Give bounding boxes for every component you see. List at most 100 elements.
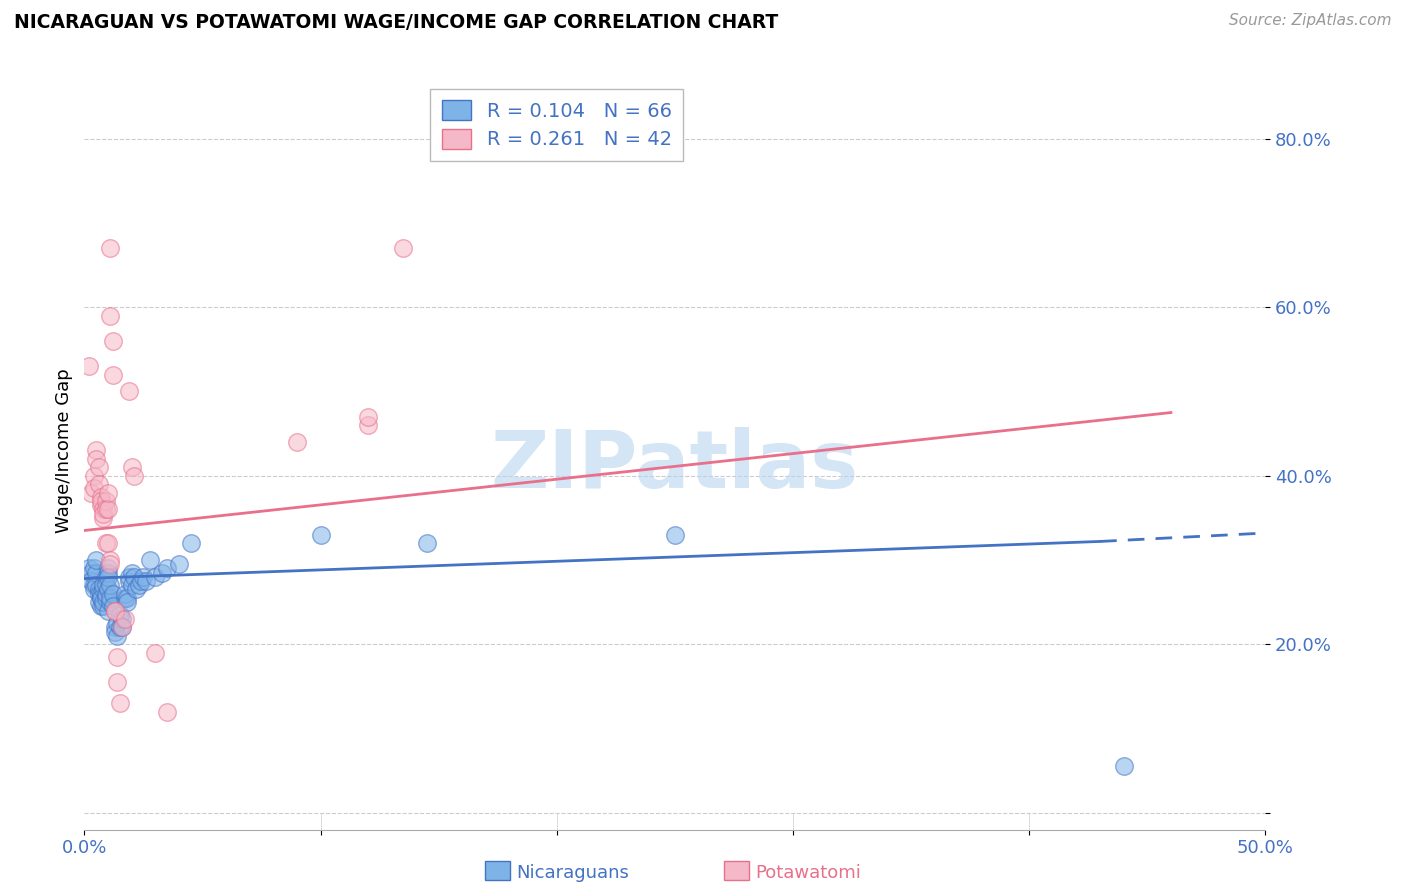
- Point: [114, 591, 136, 605]
- Text: Nicaraguans: Nicaraguans: [516, 864, 628, 882]
- Point: [97, 603, 120, 617]
- Point: [97, 570, 120, 584]
- Point: [108, 620, 131, 634]
- Point: [129, 574, 152, 588]
- Text: Source: ZipAtlas.com: Source: ZipAtlas.com: [1229, 13, 1392, 29]
- Point: [98, 309, 121, 323]
- Point: [83, 578, 105, 592]
- Point: [84, 566, 107, 580]
- Point: [84, 451, 107, 466]
- Point: [121, 460, 143, 475]
- Point: [98, 591, 121, 605]
- Point: [94, 591, 117, 605]
- Point: [98, 553, 121, 567]
- Point: [115, 591, 138, 605]
- Point: [139, 553, 162, 567]
- Point: [94, 536, 117, 550]
- Point: [101, 334, 124, 348]
- Point: [416, 536, 439, 550]
- Point: [156, 561, 179, 575]
- Point: [111, 620, 134, 634]
- Point: [108, 696, 131, 710]
- Point: [101, 599, 124, 614]
- Point: [107, 629, 129, 643]
- Point: [118, 570, 141, 584]
- Point: [156, 705, 179, 719]
- Point: [122, 570, 145, 584]
- Point: [77, 561, 100, 575]
- Point: [111, 620, 134, 634]
- Point: [84, 578, 107, 592]
- Point: [125, 582, 148, 597]
- Text: ZIPatlas: ZIPatlas: [491, 426, 859, 505]
- Point: [107, 616, 129, 631]
- Point: [104, 620, 127, 634]
- Legend: R = 0.104   N = 66, R = 0.261   N = 42: R = 0.104 N = 66, R = 0.261 N = 42: [430, 88, 683, 161]
- Point: [97, 502, 120, 516]
- Point: [121, 578, 143, 592]
- Point: [357, 409, 380, 424]
- Point: [167, 557, 190, 572]
- Point: [91, 578, 114, 592]
- Point: [80, 485, 103, 500]
- Point: [104, 624, 127, 639]
- Point: [107, 649, 129, 664]
- Point: [108, 607, 131, 622]
- Point: [118, 574, 141, 588]
- Point: [128, 578, 150, 592]
- Point: [91, 502, 114, 516]
- Point: [111, 612, 134, 626]
- Point: [107, 675, 129, 690]
- Point: [1112, 759, 1135, 773]
- Point: [97, 561, 120, 575]
- Point: [664, 527, 686, 541]
- Point: [115, 595, 138, 609]
- Y-axis label: Wage/Income Gap: Wage/Income Gap: [55, 368, 73, 533]
- Point: [91, 511, 114, 525]
- Point: [87, 582, 110, 597]
- Point: [77, 359, 100, 374]
- Point: [135, 574, 157, 588]
- Point: [84, 443, 107, 458]
- Point: [91, 507, 114, 521]
- Point: [97, 582, 120, 597]
- Point: [90, 591, 112, 605]
- Point: [83, 561, 105, 575]
- Point: [97, 566, 120, 580]
- Point: [98, 595, 121, 609]
- Point: [357, 418, 380, 433]
- Point: [90, 490, 112, 504]
- Point: [150, 566, 173, 580]
- Point: [118, 384, 141, 399]
- Point: [87, 587, 110, 601]
- Point: [121, 566, 143, 580]
- Point: [309, 527, 332, 541]
- Point: [94, 494, 117, 508]
- Point: [84, 553, 107, 567]
- Point: [90, 591, 112, 605]
- Point: [97, 536, 120, 550]
- Point: [90, 494, 112, 508]
- Point: [90, 587, 112, 601]
- Point: [80, 566, 103, 580]
- Point: [87, 477, 110, 491]
- Point: [114, 612, 136, 626]
- Point: [101, 368, 124, 382]
- Point: [80, 574, 103, 588]
- Text: Potawatomi: Potawatomi: [755, 864, 860, 882]
- Point: [91, 582, 114, 597]
- Point: [132, 570, 155, 584]
- Point: [94, 502, 117, 516]
- Point: [97, 485, 120, 500]
- Point: [98, 578, 121, 592]
- Point: [98, 557, 121, 572]
- Point: [101, 587, 124, 601]
- Point: [180, 536, 202, 550]
- Point: [122, 468, 145, 483]
- Point: [94, 570, 117, 584]
- Point: [392, 241, 415, 255]
- Point: [90, 498, 112, 512]
- Point: [143, 570, 166, 584]
- Point: [90, 599, 112, 614]
- Point: [94, 578, 117, 592]
